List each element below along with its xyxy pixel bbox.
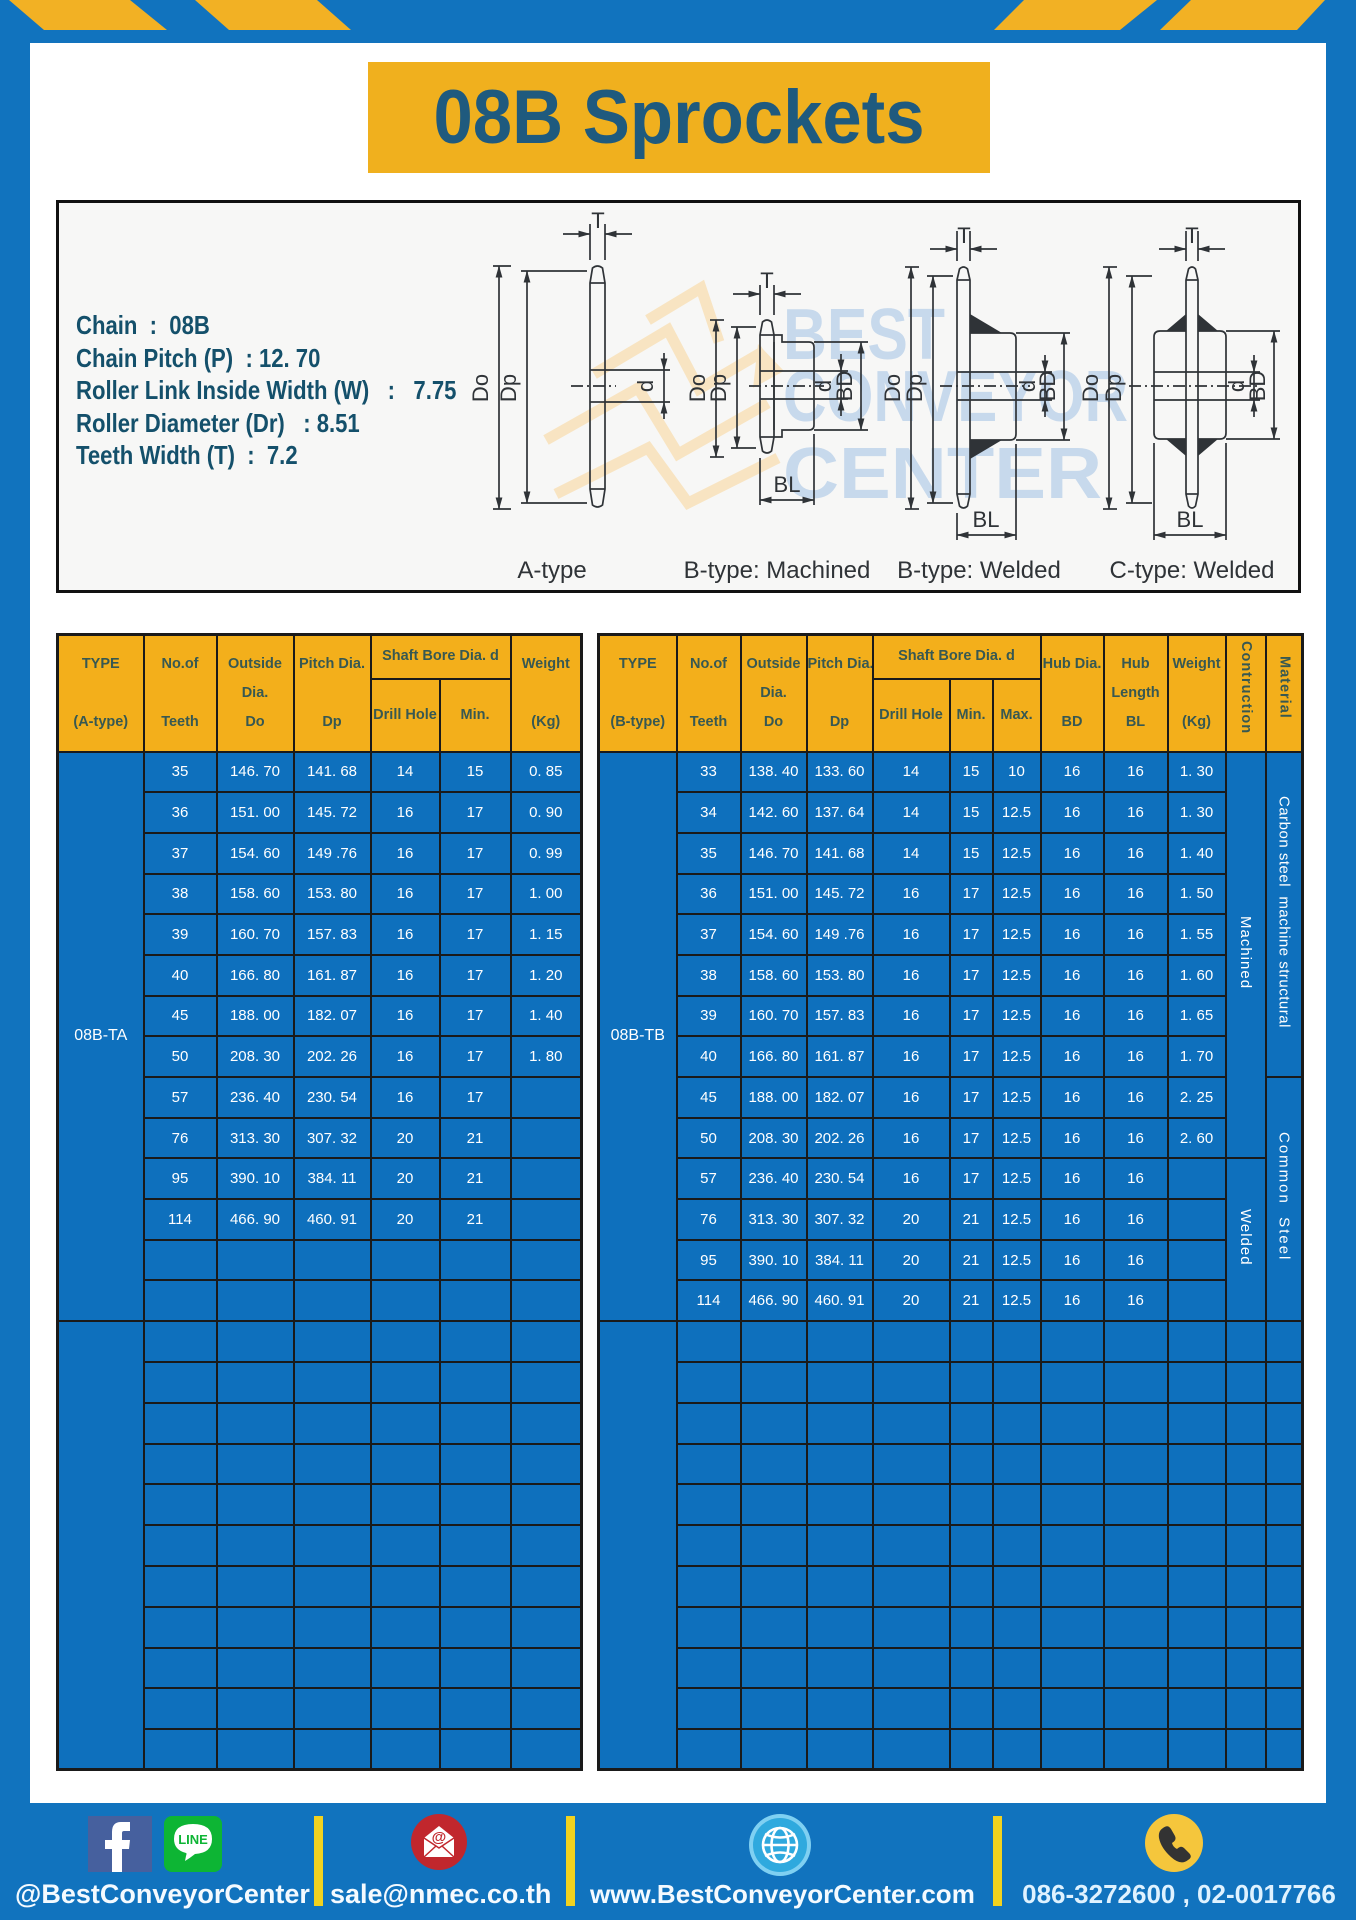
svg-text:Dp: Dp (496, 374, 521, 402)
svg-text:LINE: LINE (178, 1832, 208, 1847)
svg-text:Dp: Dp (902, 374, 927, 402)
svg-text:T: T (1185, 223, 1198, 248)
svg-text:B-type: Machined: B-type: Machined (684, 557, 871, 584)
svg-text:BL: BL (973, 507, 1000, 532)
svg-text:BL: BL (1177, 507, 1204, 532)
svg-text:BL: BL (774, 472, 801, 497)
svg-text:d: d (633, 380, 658, 392)
svg-text:T: T (760, 268, 773, 293)
svg-text:d: d (1015, 380, 1040, 392)
svg-text:Do: Do (468, 374, 493, 402)
svg-text:Dp: Dp (706, 374, 731, 402)
svg-text:Do: Do (685, 374, 710, 402)
svg-text:@: @ (432, 1829, 447, 1846)
svg-text:B-type: Welded: B-type: Welded (897, 557, 1061, 584)
svg-text:BD: BD (1245, 371, 1270, 402)
svg-text:Do: Do (1078, 374, 1103, 402)
svg-text:d: d (811, 380, 836, 392)
svg-text:T: T (957, 223, 970, 248)
svg-text:A-type: A-type (517, 557, 586, 584)
svg-text:Dp: Dp (1101, 374, 1126, 402)
svg-text:d: d (1224, 380, 1249, 392)
svg-text:T: T (591, 208, 604, 233)
svg-text:BD: BD (1035, 371, 1060, 402)
svg-text:BD: BD (832, 371, 857, 402)
svg-text:C-type: Welded: C-type: Welded (1110, 557, 1275, 584)
svg-text:Do: Do (880, 374, 905, 402)
svg-text:CENTER: CENTER (783, 434, 1102, 514)
